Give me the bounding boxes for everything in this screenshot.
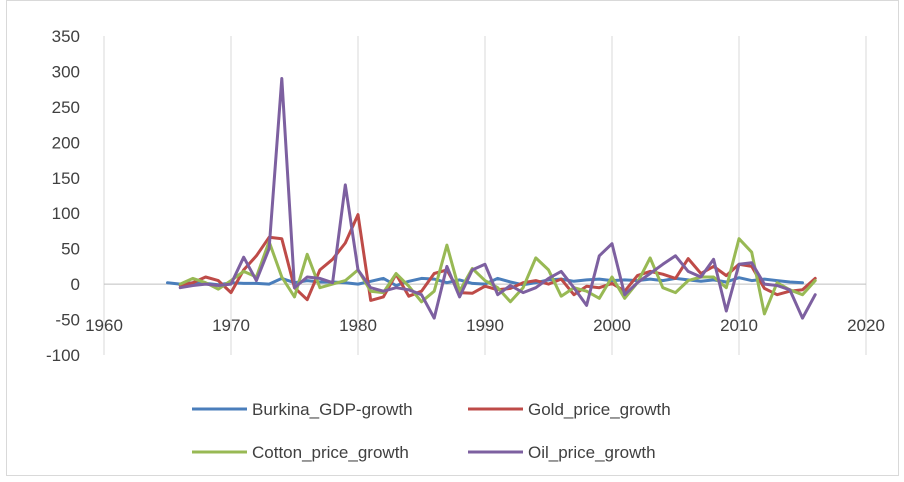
- y-tick-label: -50: [55, 311, 80, 330]
- legend-label: Oil_price_growth: [528, 443, 656, 462]
- legend-label: Burkina_GDP-growth: [252, 400, 413, 419]
- legend-label: Cotton_price_growth: [252, 443, 409, 462]
- x-tick-label: 1980: [339, 316, 377, 335]
- y-tick-label: 250: [52, 98, 80, 117]
- y-tick-label: -100: [46, 346, 80, 365]
- y-tick-label: 200: [52, 133, 80, 152]
- series-line-1: [166, 276, 804, 287]
- y-tick-label: 300: [52, 62, 80, 81]
- x-tick-label: 1970: [212, 316, 250, 335]
- y-tick-label: 0: [71, 275, 80, 294]
- series-line-4: [178, 77, 817, 320]
- x-tick-label: 1960: [85, 316, 123, 335]
- x-tick-label: 2010: [720, 316, 758, 335]
- x-tick-label: 2020: [847, 316, 885, 335]
- y-tick-label: 50: [61, 240, 80, 259]
- y-tick-label: 150: [52, 169, 80, 188]
- x-tick-label: 1990: [466, 316, 504, 335]
- y-tick-label: 100: [52, 204, 80, 223]
- chart-frame: [6, 0, 899, 476]
- x-tick-label: 2000: [593, 316, 631, 335]
- y-tick-label: 350: [52, 27, 80, 46]
- series-line-3: [178, 237, 817, 316]
- legend-label: Gold_price_growth: [528, 400, 671, 419]
